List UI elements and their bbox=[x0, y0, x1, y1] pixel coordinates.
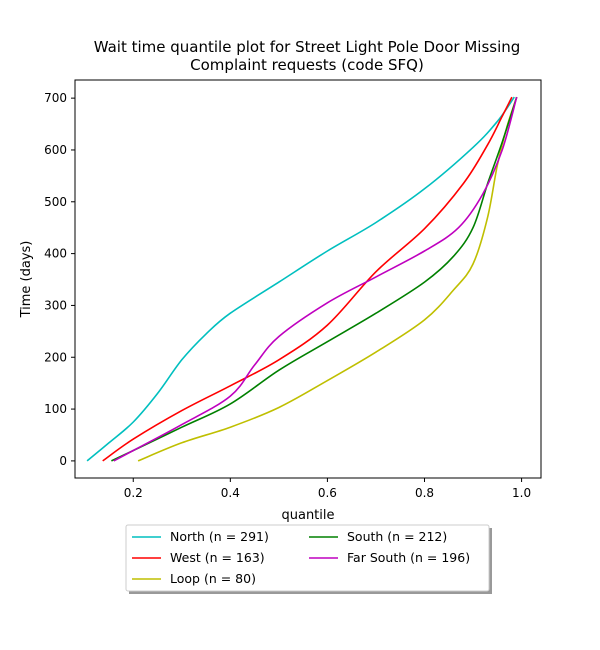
series-lines bbox=[86, 96, 518, 462]
chart-title-line: Wait time quantile plot for Street Light… bbox=[94, 38, 521, 56]
legend-box bbox=[125, 524, 490, 592]
series-line bbox=[137, 96, 518, 462]
y-tick-label: 400 bbox=[44, 247, 67, 261]
y-axis-label: Time (days) bbox=[19, 241, 34, 319]
series-line bbox=[111, 96, 518, 462]
chart-title: Wait time quantile plot for Street Light… bbox=[94, 38, 521, 74]
legend-label: Loop (n = 80) bbox=[170, 571, 256, 586]
axes-frame bbox=[74, 79, 542, 479]
x-tick-label: 0.4 bbox=[221, 486, 240, 500]
y-tick-label: 200 bbox=[44, 350, 67, 364]
y-tick-label: 100 bbox=[44, 402, 67, 416]
x-axis-ticks: 0.2 0.4 0.6 0.8 1.0 bbox=[124, 478, 531, 500]
legend-label: West (n = 163) bbox=[170, 550, 265, 565]
legend: North (n = 291) West (n = 163) Loop (n = 8… bbox=[125, 524, 492, 594]
y-tick-label: 0 bbox=[59, 454, 67, 468]
y-tick-label: 600 bbox=[44, 143, 67, 157]
x-tick-label: 0.6 bbox=[318, 486, 337, 500]
series-line bbox=[113, 96, 518, 462]
x-axis-label: quantile bbox=[281, 508, 334, 523]
y-axis-ticks: 0 100 200 300 400 500 600 700 bbox=[44, 91, 75, 468]
series-line bbox=[102, 96, 513, 462]
y-tick-label: 700 bbox=[44, 91, 67, 105]
x-tick-label: 0.8 bbox=[415, 486, 434, 500]
chart-title-line: Complaint requests (code SFQ) bbox=[190, 56, 424, 74]
y-tick-label: 500 bbox=[44, 195, 67, 209]
series-line bbox=[86, 96, 515, 462]
x-tick-label: 0.2 bbox=[124, 486, 143, 500]
legend-label: North (n = 291) bbox=[170, 529, 269, 544]
y-tick-label: 300 bbox=[44, 298, 67, 312]
legend-label: South (n = 212) bbox=[347, 529, 447, 544]
x-tick-label: 1.0 bbox=[512, 486, 531, 500]
legend-label: Far South (n = 196) bbox=[347, 550, 470, 565]
